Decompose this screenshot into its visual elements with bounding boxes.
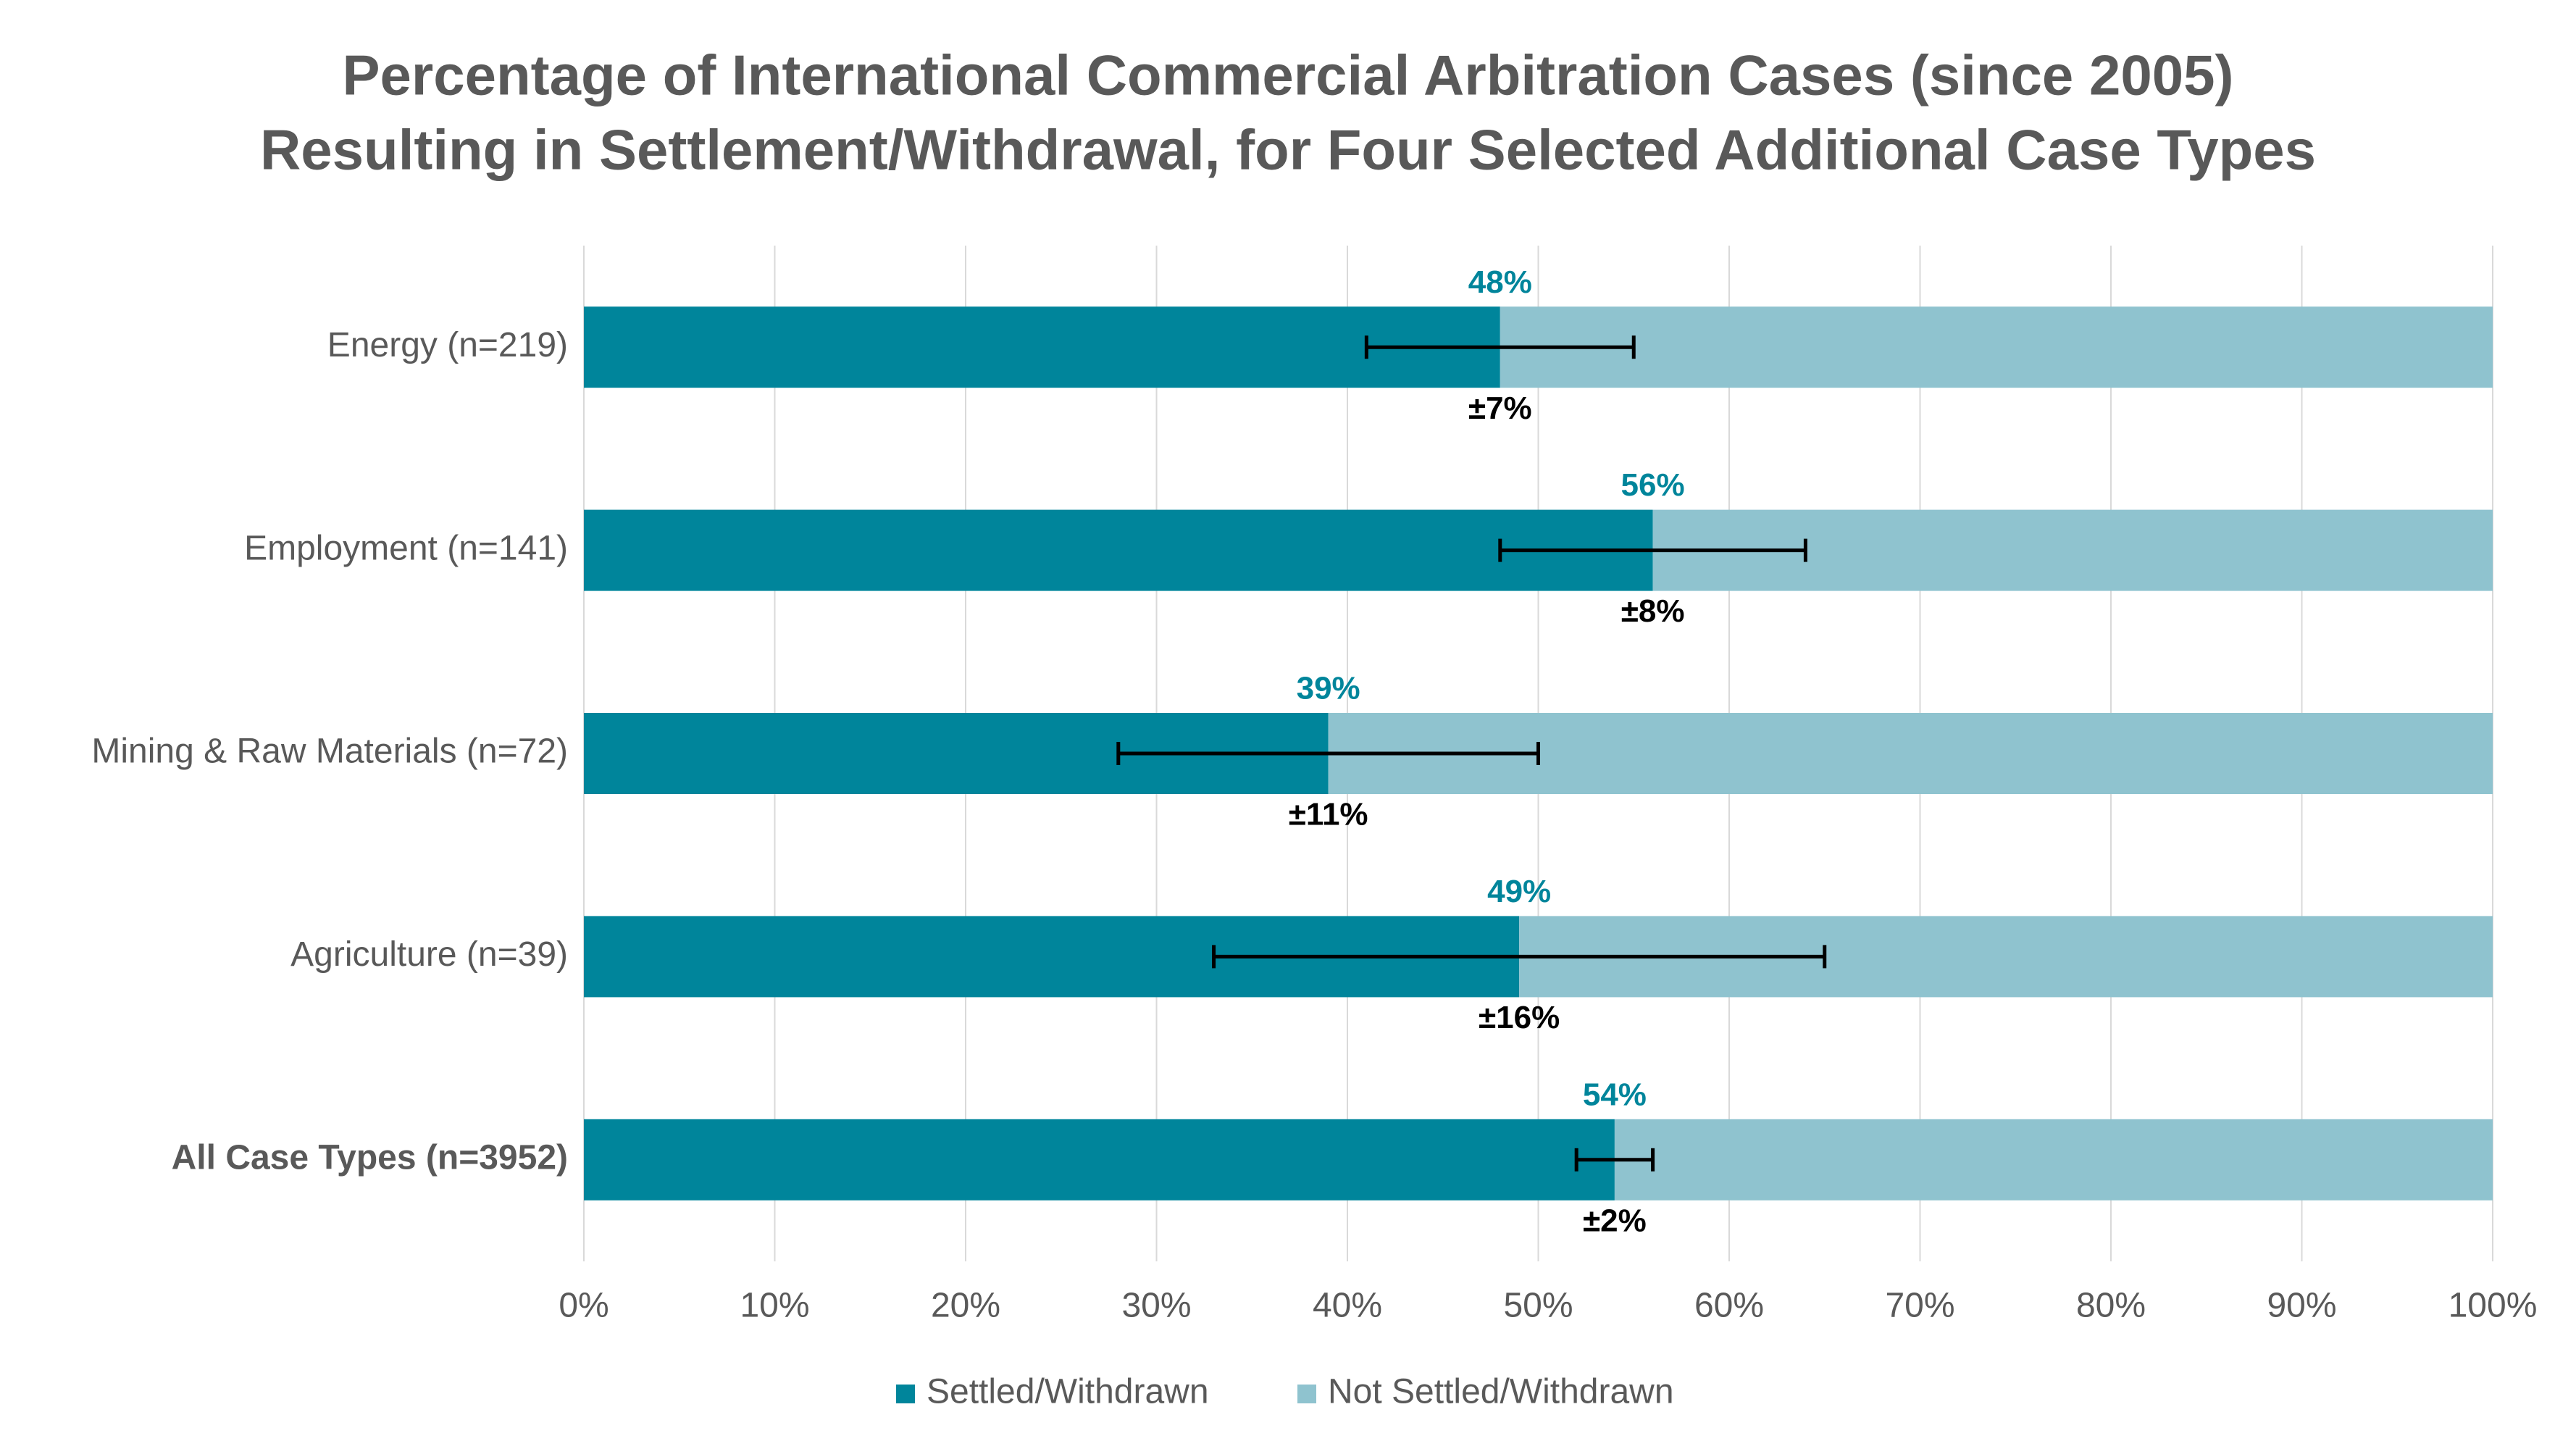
error-label: ±8% [1621,593,1685,629]
x-tick-label: 10% [740,1287,809,1325]
x-tick-label: 30% [1121,1287,1191,1325]
error-label: ±11% [1289,797,1368,832]
y-tick-label: Mining & Raw Materials (n=72) [91,732,568,771]
value-label: 56% [1621,467,1685,503]
error-label: ±2% [1583,1203,1647,1238]
y-tick-label: Agriculture (n=39) [290,935,568,974]
x-tick-label: 90% [2267,1287,2336,1325]
x-tick-label: 100% [2449,1287,2538,1325]
y-tick-label: All Case Types (n=3952) [172,1138,568,1177]
chart-subtitle: Resulting in Settlement/Withdrawal, for … [260,118,2316,182]
x-tick-label: 60% [1694,1287,1764,1325]
x-tick-label: 70% [1885,1287,1954,1325]
error-label: ±16% [1479,1000,1560,1035]
legend-label: Not Settled/Withdrawn [1328,1373,1674,1411]
value-label: 49% [1487,874,1551,909]
x-tick-label: 80% [2076,1287,2146,1325]
x-tick-label: 20% [931,1287,1000,1325]
bar-segment [584,509,1653,591]
y-tick-label: Energy (n=219) [327,326,568,364]
legend-swatch [896,1385,915,1403]
legend-label: Settled/Withdrawn [927,1373,1209,1411]
y-tick-label: Employment (n=141) [244,529,568,567]
legend-swatch [1297,1385,1316,1403]
chart-title: Percentage of International Commercial A… [343,43,2234,107]
value-label: 39% [1297,671,1360,706]
x-tick-label: 0% [559,1287,609,1325]
value-label: 48% [1468,264,1532,300]
bar-segment [1500,306,2493,388]
bar-segment [584,306,1500,388]
error-label: ±7% [1468,391,1532,426]
bar-segment [584,1119,1615,1200]
value-label: 54% [1583,1077,1647,1112]
bar-segment [1614,1119,2493,1200]
x-tick-label: 40% [1313,1287,1382,1325]
x-tick-label: 50% [1503,1287,1573,1325]
